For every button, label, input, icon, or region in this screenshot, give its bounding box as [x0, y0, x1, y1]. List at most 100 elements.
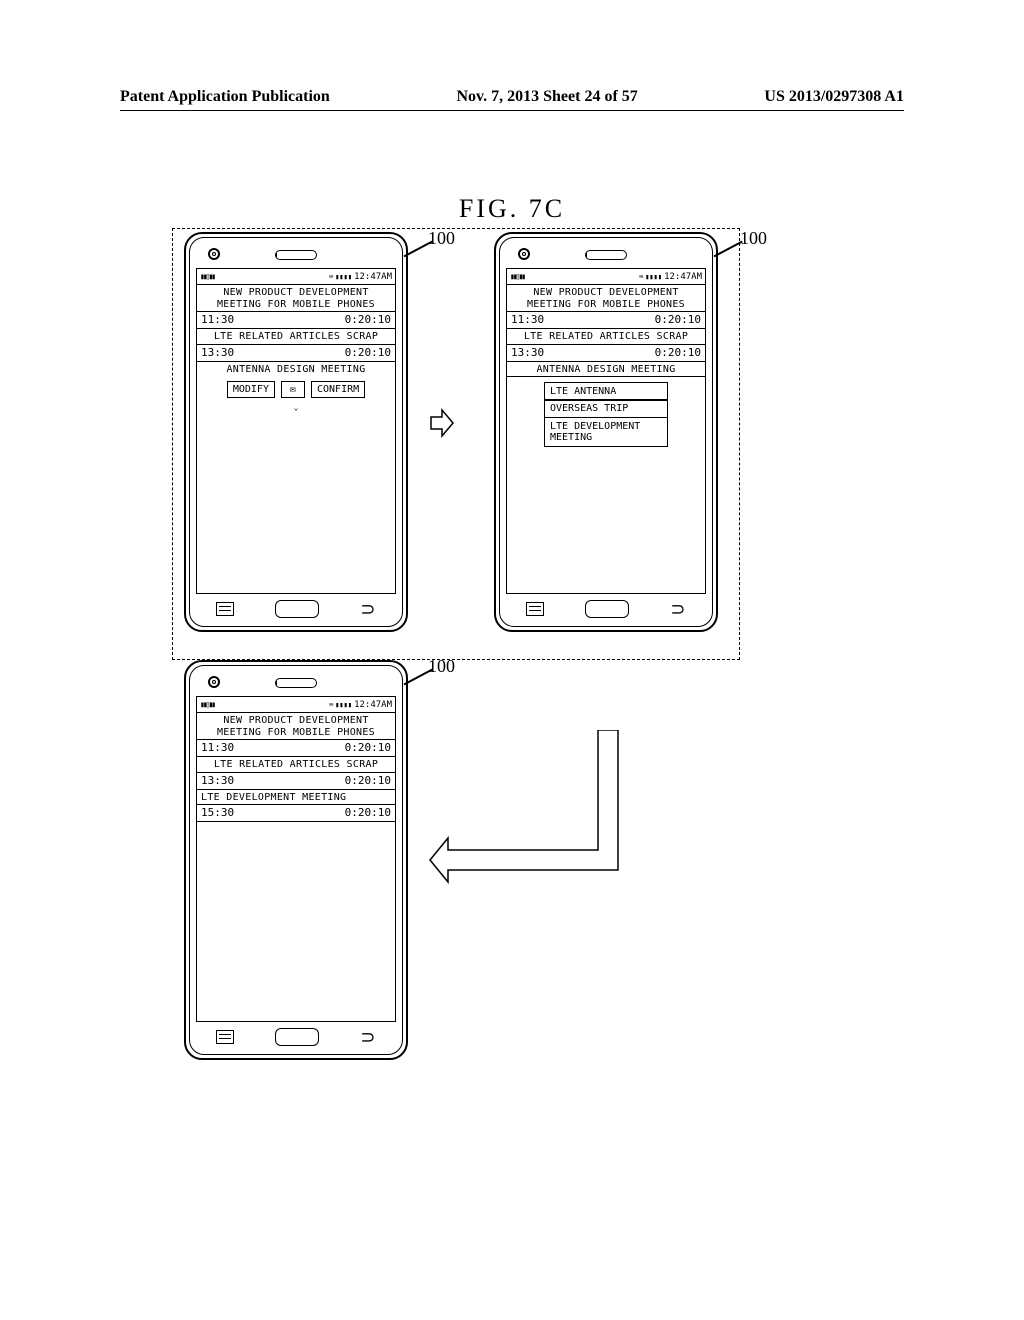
start-time: 11:30	[201, 741, 234, 754]
header-center: Nov. 7, 2013 Sheet 24 of 57	[456, 88, 637, 106]
keyboard-icon: ⌨	[329, 273, 333, 281]
screen: ▮▮▯▮▮ ⌨ ▮▮▮▮ 12:47AM NEW PRODUCT DEVELOP…	[506, 268, 706, 594]
ref-100: 100	[428, 228, 455, 249]
dropdown-item[interactable]: LTE ANTENNA	[544, 382, 668, 401]
status-bar: ▮▮▯▮▮ ⌨ ▮▮▮▮ 12:47AM	[197, 697, 395, 713]
keyboard-icon: ⌨	[639, 273, 643, 281]
menu-icon[interactable]	[216, 1030, 234, 1044]
camera-icon	[208, 248, 220, 260]
ref-100: 100	[740, 228, 767, 249]
time-row: 11:30 0:20:10	[197, 312, 395, 329]
screen: ▮▮▯▮▮ ⌨ ▮▮▮▮ 12:47AM NEW PRODUCT DEVELOP…	[196, 696, 396, 1022]
menu-icon[interactable]	[526, 602, 544, 616]
nav-bar: ⊃	[196, 598, 396, 620]
clock-text: 12:47AM	[354, 272, 392, 282]
signal-icon: ▮▮▯▮▮	[510, 272, 524, 281]
status-right: ⌨ ▮▮▮▮ 12:47AM	[329, 700, 392, 710]
signal-icon: ▮▮▯▮▮	[200, 700, 214, 709]
phone-3: ▮▮▯▮▮ ⌨ ▮▮▮▮ 12:47AM NEW PRODUCT DEVELOP…	[184, 660, 408, 1060]
time-row: 11:30 0:20:10	[197, 740, 395, 757]
ref-100: 100	[428, 656, 455, 677]
list-item: LTE RELATED ARTICLES SCRAP	[197, 757, 395, 773]
entry-text: ANTENNA DESIGN MEETING	[511, 364, 701, 376]
entry-text: LTE RELATED ARTICLES SCRAP	[201, 759, 391, 771]
entry-text: LTE DEVELOPMENT MEETING	[201, 792, 391, 804]
dropdown-item[interactable]: LTE DEVELOPMENT MEETING	[544, 417, 668, 447]
duration: 0:20:10	[655, 346, 701, 359]
speaker-grille	[275, 678, 317, 688]
duration: 0:20:10	[345, 741, 391, 754]
confirm-button[interactable]: CONFIRM	[311, 381, 365, 398]
status-bar: ▮▮▯▮▮ ⌨ ▮▮▮▮ 12:47AM	[197, 269, 395, 285]
status-right: ⌨ ▮▮▮▮ 12:47AM	[639, 272, 702, 282]
start-time: 11:30	[201, 313, 234, 326]
list-item: NEW PRODUCT DEVELOPMENT MEETING FOR MOBI…	[197, 713, 395, 740]
arrow-right-icon	[430, 408, 454, 438]
camera-icon	[518, 248, 530, 260]
duration: 0:20:10	[345, 774, 391, 787]
entry-text: NEW PRODUCT DEVELOPMENT MEETING FOR MOBI…	[201, 715, 391, 738]
back-icon[interactable]: ⊃	[670, 602, 685, 616]
speaker-grille	[275, 250, 317, 260]
back-icon[interactable]: ⊃	[360, 602, 375, 616]
speaker-grille	[585, 250, 627, 260]
status-bar: ▮▮▯▮▮ ⌨ ▮▮▮▮ 12:47AM	[507, 269, 705, 285]
time-row: 13:30 0:20:10	[197, 345, 395, 362]
entry-text: NEW PRODUCT DEVELOPMENT MEETING FOR MOBI…	[201, 287, 391, 310]
page-header: Patent Application Publication Nov. 7, 2…	[0, 88, 1024, 106]
signal-icon: ▮▮▯▮▮	[200, 272, 214, 281]
duration: 0:20:10	[345, 806, 391, 819]
home-button[interactable]	[275, 1028, 319, 1046]
battery-icon: ▮▮▮▮	[335, 701, 352, 709]
duration: 0:20:10	[655, 313, 701, 326]
button-row: MODIFY ✉ CONFIRM	[197, 376, 395, 403]
time-row: 13:30 0:20:10	[197, 773, 395, 790]
dropdown-item[interactable]: OVERSEAS TRIP	[544, 399, 668, 418]
time-row: 11:30 0:20:10	[507, 312, 705, 329]
home-button[interactable]	[275, 600, 319, 618]
start-time: 15:30	[201, 806, 234, 819]
envelope-icon[interactable]: ✉	[281, 381, 305, 398]
list-item: NEW PRODUCT DEVELOPMENT MEETING FOR MOBI…	[507, 285, 705, 312]
list-item: LTE RELATED ARTICLES SCRAP	[197, 329, 395, 345]
entry-text: LTE RELATED ARTICLES SCRAP	[201, 331, 391, 343]
entry-text: NEW PRODUCT DEVELOPMENT MEETING FOR MOBI…	[511, 287, 701, 310]
clock-text: 12:47AM	[354, 700, 392, 710]
battery-icon: ▮▮▮▮	[645, 273, 662, 281]
menu-icon[interactable]	[216, 602, 234, 616]
battery-icon: ▮▮▮▮	[335, 273, 352, 281]
clock-text: 12:47AM	[664, 272, 702, 282]
keyboard-icon: ⌨	[329, 701, 333, 709]
figure-label: FIG. 7C	[459, 194, 565, 224]
list-item: ANTENNA DESIGN MEETING	[197, 362, 395, 377]
start-time: 13:30	[511, 346, 544, 359]
list-item: ANTENNA DESIGN MEETING	[507, 362, 705, 378]
screen: ▮▮▯▮▮ ⌨ ▮▮▮▮ 12:47AM NEW PRODUCT DEVELOP…	[196, 268, 396, 594]
header-left: Patent Application Publication	[120, 88, 330, 106]
caret-icon: ⌄	[197, 403, 395, 412]
back-icon[interactable]: ⊃	[360, 1030, 375, 1044]
camera-icon	[208, 676, 220, 688]
nav-bar: ⊃	[196, 1026, 396, 1048]
phone-1: ▮▮▯▮▮ ⌨ ▮▮▮▮ 12:47AM NEW PRODUCT DEVELOP…	[184, 232, 408, 632]
start-time: 13:30	[201, 774, 234, 787]
modify-button[interactable]: MODIFY	[227, 381, 275, 398]
home-button[interactable]	[585, 600, 629, 618]
list-item: LTE DEVELOPMENT MEETING	[197, 790, 395, 806]
header-rule	[120, 110, 904, 111]
dropdown-list: LTE ANTENNA OVERSEAS TRIP LTE DEVELOPMEN…	[544, 383, 668, 447]
status-right: ⌨ ▮▮▮▮ 12:47AM	[329, 272, 392, 282]
nav-bar: ⊃	[506, 598, 706, 620]
entry-text: LTE RELATED ARTICLES SCRAP	[511, 331, 701, 343]
start-time: 13:30	[201, 346, 234, 359]
phone-2: ▮▮▯▮▮ ⌨ ▮▮▮▮ 12:47AM NEW PRODUCT DEVELOP…	[494, 232, 718, 632]
entry-text: ANTENNA DESIGN MEETING	[201, 364, 391, 376]
time-row: 15:30 0:20:10	[197, 805, 395, 822]
start-time: 11:30	[511, 313, 544, 326]
arrow-l-shape-icon	[428, 730, 658, 890]
time-row: 13:30 0:20:10	[507, 345, 705, 362]
duration: 0:20:10	[345, 346, 391, 359]
header-right: US 2013/0297308 A1	[764, 88, 904, 106]
duration: 0:20:10	[345, 313, 391, 326]
list-item: LTE RELATED ARTICLES SCRAP	[507, 329, 705, 345]
